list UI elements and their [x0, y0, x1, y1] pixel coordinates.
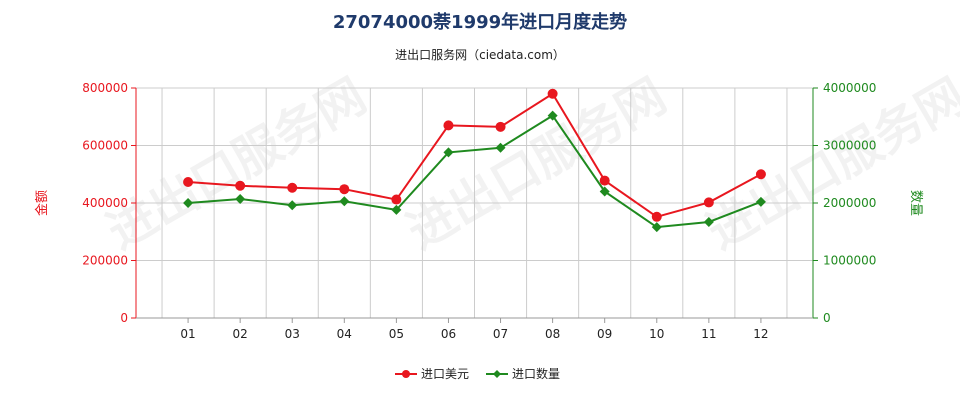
- x-axis-tick-label: 07: [493, 327, 508, 341]
- series-line: [187, 114, 762, 229]
- data-point: [703, 197, 714, 208]
- data-point: [339, 196, 350, 207]
- watermark-text: 进出口服务网: [98, 68, 375, 261]
- legend-label: 进口数量: [512, 366, 560, 381]
- data-point: [443, 147, 454, 158]
- data-point: [287, 200, 298, 211]
- right-axis-tick-label: 3000000: [823, 139, 876, 153]
- x-axis-tick-label: 10: [649, 327, 664, 341]
- data-point: [391, 194, 402, 205]
- data-point: [755, 196, 766, 207]
- right-axis-tick-label: 4000000: [823, 81, 876, 95]
- x-axis-tick-label: 01: [180, 327, 195, 341]
- data-point: [235, 180, 246, 191]
- legend-swatch-marker: [402, 370, 410, 378]
- x-axis-tick-label: 08: [545, 327, 560, 341]
- x-axis-tick-label: 04: [337, 327, 352, 341]
- data-point: [599, 186, 610, 197]
- x-axis-tick-label: 05: [389, 327, 404, 341]
- left-axis-tick-label: 800000: [82, 81, 128, 95]
- x-axis-tick-label: 02: [233, 327, 248, 341]
- data-point: [651, 211, 662, 222]
- left-axis-label: 金额: [34, 190, 50, 216]
- data-point: [755, 169, 766, 180]
- x-axis-tick-label: 12: [753, 327, 768, 341]
- chart-title: 27074000萘1999年进口月度走势: [332, 12, 628, 33]
- data-point: [703, 216, 714, 227]
- right-axis-label: 数量: [908, 190, 923, 216]
- x-axis-tick-label: 11: [701, 327, 716, 341]
- left-axis-tick-label: 0: [120, 311, 128, 325]
- data-point: [495, 142, 506, 153]
- left-axis-tick-label: 600000: [82, 139, 128, 153]
- right-axis-tick-label: 1000000: [823, 254, 876, 268]
- data-point: [495, 121, 506, 132]
- data-point: [339, 184, 350, 195]
- legend-swatch-marker: [493, 370, 501, 378]
- data-point: [235, 193, 246, 204]
- data-point: [599, 175, 610, 186]
- series-line: [188, 92, 762, 218]
- data-point: [391, 204, 402, 215]
- watermark-text: 进出口服务网: [698, 68, 960, 261]
- left-axis-tick-label: 200000: [82, 254, 128, 268]
- legend-label: 进口美元: [421, 367, 469, 381]
- data-point: [183, 177, 194, 188]
- x-axis-tick-label: 09: [597, 327, 612, 341]
- data-point: [547, 110, 558, 121]
- x-axis-tick-label: 06: [441, 327, 456, 341]
- watermark-text: 进出口服务网: [398, 68, 675, 261]
- chart-subtitle: 进出口服务网（ciedata.com）: [395, 48, 565, 62]
- left-axis-tick-label: 400000: [82, 196, 128, 210]
- data-point: [443, 120, 454, 131]
- right-axis-tick-label: 2000000: [823, 196, 876, 210]
- x-axis-tick-label: 03: [285, 327, 300, 341]
- data-point: [287, 182, 298, 193]
- right-axis-tick-label: 0: [823, 311, 831, 325]
- data-point: [651, 222, 662, 233]
- data-point: [183, 198, 194, 208]
- data-point: [547, 88, 558, 99]
